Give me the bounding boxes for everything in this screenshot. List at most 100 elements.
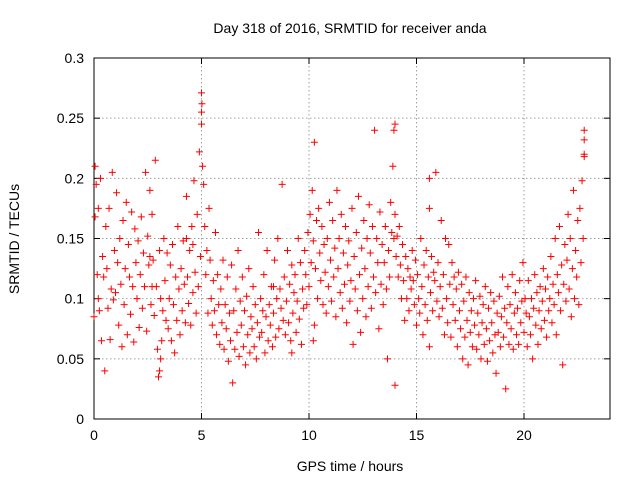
data-point — [261, 349, 269, 357]
y-tick-label: 0.2 — [65, 170, 85, 186]
data-point — [454, 268, 462, 276]
data-point — [282, 297, 290, 305]
data-point — [190, 177, 198, 185]
data-point — [243, 292, 251, 300]
data-point — [507, 325, 515, 333]
data-point — [291, 271, 299, 279]
data-point — [294, 235, 302, 242]
data-point — [334, 265, 342, 273]
data-point — [158, 337, 166, 345]
data-point — [463, 316, 471, 324]
data-point — [215, 301, 223, 309]
data-point — [118, 343, 126, 351]
data-point — [133, 295, 141, 303]
data-point — [119, 216, 127, 224]
data-point — [442, 235, 450, 242]
data-point — [252, 355, 260, 363]
data-point — [247, 313, 255, 321]
data-point — [164, 325, 172, 333]
data-point — [107, 285, 115, 293]
data-point — [342, 222, 350, 230]
data-point — [148, 283, 156, 291]
data-point — [301, 247, 309, 255]
data-point — [98, 337, 106, 345]
data-point — [321, 268, 329, 276]
data-point — [205, 204, 213, 212]
data-point — [94, 295, 102, 303]
data-point — [277, 304, 285, 312]
data-point — [425, 343, 433, 351]
data-point — [547, 253, 555, 261]
data-point — [228, 261, 236, 269]
data-point — [531, 271, 539, 279]
data-point — [550, 301, 558, 309]
data-point — [462, 273, 470, 281]
data-point — [452, 285, 460, 293]
data-point — [232, 285, 240, 293]
data-point — [370, 273, 377, 281]
data-point — [279, 316, 287, 324]
data-point — [537, 325, 545, 333]
data-point — [416, 309, 424, 317]
data-point — [469, 295, 477, 303]
data-point — [399, 241, 407, 249]
data-point — [170, 301, 178, 309]
data-point — [172, 273, 180, 281]
data-point — [310, 138, 318, 146]
data-point — [451, 316, 459, 324]
data-point — [136, 271, 144, 279]
data-point — [552, 331, 560, 339]
data-point — [187, 321, 195, 329]
data-point — [223, 273, 231, 281]
data-point — [157, 295, 165, 303]
data-point — [458, 280, 466, 288]
data-point — [274, 235, 282, 242]
data-point — [354, 192, 362, 200]
data-point — [490, 297, 498, 305]
data-point — [103, 265, 111, 273]
data-point — [472, 277, 480, 285]
data-point — [180, 280, 188, 288]
data-point — [482, 325, 490, 333]
data-point — [167, 337, 175, 345]
data-point — [275, 325, 283, 333]
data-point — [162, 316, 170, 324]
data-point — [276, 285, 284, 293]
data-point — [148, 210, 156, 218]
data-point — [493, 309, 501, 317]
data-point — [410, 301, 418, 309]
data-point — [356, 271, 364, 279]
data-point — [432, 168, 440, 176]
data-point — [532, 321, 540, 329]
data-point — [580, 136, 588, 144]
data-point — [266, 321, 274, 329]
data-point — [286, 280, 294, 288]
data-point — [505, 340, 513, 348]
data-point — [310, 321, 318, 329]
data-point — [295, 315, 303, 323]
data-point — [528, 295, 536, 303]
data-point — [333, 186, 341, 194]
data-point — [303, 301, 311, 309]
data-point — [193, 210, 201, 218]
data-point — [135, 324, 143, 332]
data-point — [391, 210, 399, 218]
x-tick-label: 15 — [409, 427, 425, 443]
data-point — [166, 261, 174, 269]
data-point — [580, 153, 588, 161]
data-point — [555, 222, 563, 230]
data-point — [199, 162, 207, 170]
data-point — [189, 289, 197, 297]
data-point — [331, 244, 339, 252]
data-point — [213, 331, 221, 339]
data-point — [403, 295, 411, 303]
data-point — [446, 280, 454, 288]
data-point — [182, 192, 190, 200]
data-point — [411, 256, 419, 264]
data-point — [94, 204, 102, 212]
data-point — [188, 222, 196, 230]
data-point — [264, 337, 272, 345]
data-point — [185, 299, 193, 307]
data-point — [437, 216, 445, 224]
data-point — [445, 241, 453, 249]
